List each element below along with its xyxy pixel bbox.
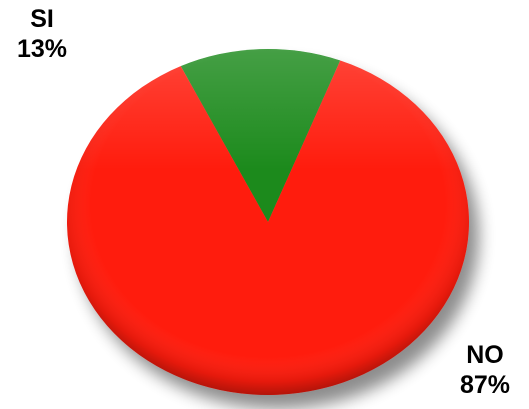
slice-label-no-percent: 87% <box>459 371 511 399</box>
slice-label-no-name: NO <box>466 341 504 369</box>
slice-label-no: NO 87% <box>440 340 529 400</box>
slice-label-si: SI 13% <box>2 4 82 64</box>
slice-label-si-percent: 13% <box>16 35 68 63</box>
pie-top-highlight <box>67 49 469 395</box>
slice-label-si-name: SI <box>30 5 54 33</box>
